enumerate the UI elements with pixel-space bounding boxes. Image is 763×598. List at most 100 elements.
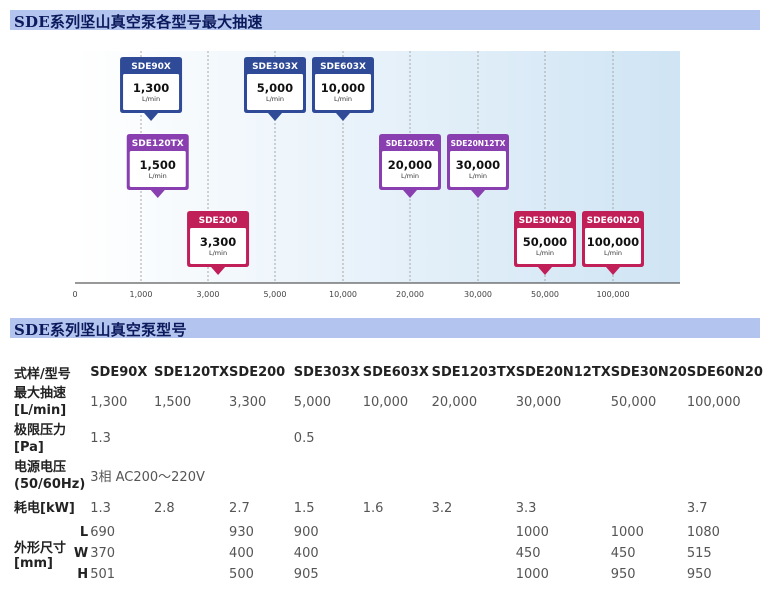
callout-model-label: SDE1203TX bbox=[386, 139, 435, 148]
row-label-dims: 外形尺寸 [mm] bbox=[14, 522, 74, 585]
table-cell: 501 bbox=[90, 567, 116, 582]
row-label-unit: [Pa] bbox=[14, 439, 44, 455]
table-cell: 1.6 bbox=[362, 500, 384, 516]
table-cell: 1.5 bbox=[293, 500, 315, 516]
tick-label: 3,000 bbox=[197, 290, 220, 299]
callout-model-label: SDE200 bbox=[199, 216, 238, 226]
callout-value-label: 10,000 bbox=[321, 81, 365, 95]
table-cell: 5,000 bbox=[293, 394, 332, 410]
header-model: SDE20N12TX bbox=[515, 364, 611, 380]
callout-value-label: 5,000 bbox=[257, 81, 293, 95]
table-cell: 500 bbox=[229, 567, 254, 582]
row-label-speed: 最大抽速 [L/min] bbox=[14, 384, 90, 420]
callout-value-label: 3,300 bbox=[200, 235, 236, 249]
callout-unit-label: L/min bbox=[266, 95, 284, 103]
tick-label: 5,000 bbox=[264, 290, 287, 299]
table-cell: 1,300 bbox=[90, 394, 128, 410]
table-row-dim-h: H 501 500 905 1000 950 950 bbox=[14, 564, 763, 585]
callout-body bbox=[450, 151, 506, 187]
callout-body bbox=[123, 74, 180, 110]
callout-body bbox=[129, 151, 186, 187]
table-row-speed: 最大抽速 [L/min] 1,300 1,500 3,300 5,000 10,0… bbox=[14, 384, 763, 420]
tick-label: 10,000 bbox=[329, 290, 357, 299]
row-label-line: 电源电压 bbox=[14, 459, 67, 475]
table-cell: 900 bbox=[293, 525, 319, 540]
table-cell: 950 bbox=[610, 567, 636, 582]
callout-value-label: 50,000 bbox=[523, 235, 567, 249]
tick-label: 100,000 bbox=[596, 290, 629, 299]
table-cell: 20,000 bbox=[431, 394, 478, 410]
table-cell: 690 bbox=[90, 525, 116, 540]
row-label-line: 最大抽速 bbox=[14, 386, 67, 401]
table-cell: 1080 bbox=[686, 525, 720, 540]
table-cell: 10,000 bbox=[362, 394, 409, 410]
table-cell: 400 bbox=[229, 546, 254, 561]
table-cell: 0.5 bbox=[293, 431, 315, 446]
table-cell: 1000 bbox=[515, 525, 549, 540]
row-label-power: 耗电[kW] bbox=[14, 500, 75, 516]
section-title: SDE系列坚山真空泵各型号最大抽速 bbox=[14, 13, 263, 31]
callout-model-label: SDE60N20 bbox=[587, 216, 640, 226]
callout-model-label: SDE30N20 bbox=[519, 216, 572, 226]
callout-unit-label: L/min bbox=[334, 95, 352, 103]
callout-body bbox=[190, 228, 247, 264]
header-label: 式样/型号 bbox=[14, 366, 71, 382]
section-header-models: SDE系列坚山真空泵型号 bbox=[10, 318, 760, 339]
row-label-voltage: 电源电压 (50/60Hz) bbox=[14, 457, 90, 494]
table-row-pressure: 极限压力 [Pa] 1.3 0.5 bbox=[14, 420, 763, 457]
header-model: SDE603X bbox=[362, 364, 429, 380]
table-cell: 1.3 bbox=[90, 431, 111, 446]
table-cell: 400 bbox=[293, 546, 319, 561]
table-cell: 1,500 bbox=[153, 394, 192, 410]
row-label-unit: [L/min] bbox=[14, 403, 67, 418]
header-model: SDE30N20 bbox=[610, 364, 687, 380]
row-label-unit: [mm] bbox=[14, 555, 53, 571]
callout-model-label: SDE303X bbox=[252, 62, 298, 72]
callout-value-label: 1,500 bbox=[140, 158, 176, 172]
callout-model-label: SDE20N12TX bbox=[451, 139, 506, 148]
callout-body bbox=[517, 228, 573, 264]
row-label-line: 外形尺寸 bbox=[14, 540, 67, 556]
callout-body bbox=[382, 151, 438, 187]
table-cell: 515 bbox=[686, 546, 712, 561]
table-cell: 3相 AC200～220V bbox=[90, 470, 205, 485]
callout-model-label: SDE603X bbox=[320, 62, 366, 72]
table-cell: 370 bbox=[90, 546, 116, 561]
callout-value-label: 20,000 bbox=[388, 158, 432, 172]
table-row-voltage: 电源电压 (50/60Hz) 3相 AC200～220V bbox=[14, 457, 763, 494]
header-model: SDE60N20 bbox=[686, 364, 763, 380]
callout-unit-label: L/min bbox=[401, 172, 419, 180]
table-row-dim-w: W 370 400 400 450 450 515 bbox=[14, 543, 763, 564]
section-header-speed: SDE系列坚山真空泵各型号最大抽速 bbox=[10, 10, 760, 31]
row-label-line: 极限压力 bbox=[14, 422, 67, 438]
table-cell: 905 bbox=[293, 567, 319, 582]
tick-label: 0 bbox=[72, 290, 77, 299]
table-row-power: 耗电[kW] 1.3 2.8 2.7 1.5 1.6 3.2 3.3 3.7 bbox=[14, 494, 763, 522]
row-label-pressure: 极限压力 [Pa] bbox=[14, 420, 90, 457]
tick-label: 50,000 bbox=[531, 290, 559, 299]
header-model: SDE303X bbox=[293, 364, 360, 380]
callout-body bbox=[247, 74, 303, 110]
table-cell: 3,300 bbox=[229, 394, 267, 410]
table-cell: 50,000 bbox=[610, 394, 657, 410]
table-cell: 1000 bbox=[515, 567, 549, 582]
table-cell: 3.2 bbox=[431, 500, 453, 516]
callout-value-label: 1,300 bbox=[133, 81, 169, 95]
section-title: SDE系列坚山真空泵型号 bbox=[14, 321, 187, 339]
row-label-unit: (50/60Hz) bbox=[14, 476, 86, 492]
callout-value-label: 100,000 bbox=[587, 235, 639, 249]
tick-label: 1,000 bbox=[130, 290, 153, 299]
header-model: SDE120TX bbox=[153, 364, 230, 380]
callout-value-label: 30,000 bbox=[456, 158, 500, 172]
table-cell: 30,000 bbox=[515, 394, 562, 410]
header-model: SDE1203TX bbox=[431, 364, 516, 380]
callout-model-label: SDE90X bbox=[131, 62, 171, 72]
table-cell: 450 bbox=[515, 546, 541, 561]
table-cell: 3.7 bbox=[686, 500, 708, 516]
